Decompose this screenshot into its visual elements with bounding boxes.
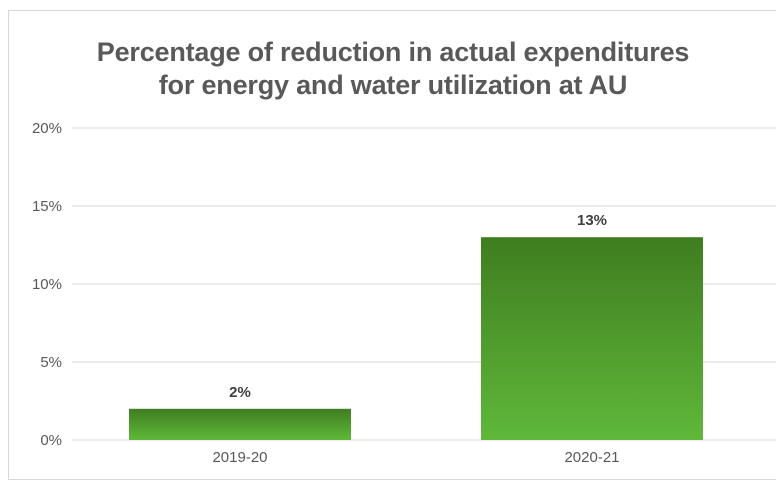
y-tick-label: 5% <box>40 354 62 371</box>
y-tick-label: 15% <box>32 198 62 215</box>
x-tick-label: 2019-20 <box>212 449 267 466</box>
y-tick-label: 20% <box>32 120 62 137</box>
data-label: 2% <box>229 384 251 401</box>
chart-title-line-1: Percentage of reduction in actual expend… <box>96 37 690 67</box>
x-axis-ticks: 2019-20 2020-21 <box>212 449 619 466</box>
chart-title-line-2: for energy and water utilization at AU <box>158 70 628 100</box>
bar-2020-21 <box>481 237 703 440</box>
x-tick-label: 2020-21 <box>564 449 619 466</box>
chart-title: Percentage of reduction in actual expend… <box>8 36 776 102</box>
bar-2019-20 <box>129 408 351 440</box>
data-label: 13% <box>577 212 607 229</box>
y-tick-label: 0% <box>40 432 62 449</box>
bars: 2% 13% <box>129 212 703 440</box>
y-tick-label: 10% <box>32 276 62 293</box>
y-axis-ticks: 0% 5% 10% 15% 20% <box>32 120 62 449</box>
bar-chart: 0% 5% 10% 15% 20% 2% 13% 2019-20 2020-21 <box>32 120 776 466</box>
